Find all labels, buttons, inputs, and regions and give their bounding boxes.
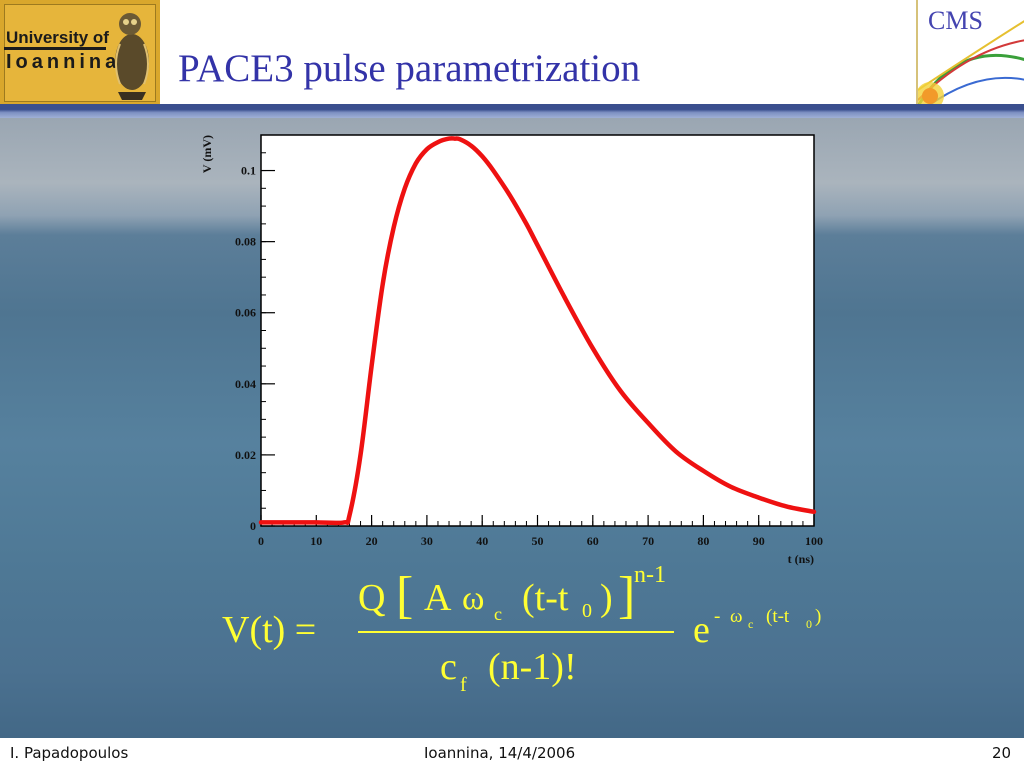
header-rule bbox=[0, 104, 1024, 118]
plot-area bbox=[260, 134, 815, 527]
x-tick-label: 30 bbox=[421, 534, 433, 548]
x-axis-label: t (ns) bbox=[788, 552, 814, 566]
logo-bar bbox=[4, 47, 106, 50]
footer-author: I. Papadopoulos bbox=[10, 744, 129, 762]
x-tick-label: 50 bbox=[532, 534, 544, 548]
footer-place-date: Ioannina, 14/4/2006 bbox=[424, 744, 576, 762]
slide-header: University of Ioannina PACE3 pulse param… bbox=[0, 0, 1024, 110]
slide-title: PACE3 pulse parametrization bbox=[178, 47, 641, 90]
owl-icon bbox=[115, 13, 149, 100]
y-tick-label: 0 bbox=[250, 519, 256, 533]
cms-logo: CMS bbox=[916, 0, 1024, 110]
x-tick-label: 70 bbox=[642, 534, 654, 548]
cms-text: CMS bbox=[928, 6, 983, 35]
x-tick-label: 10 bbox=[310, 534, 322, 548]
y-tick-label: 0.06 bbox=[235, 306, 256, 320]
y-axis: 0 0.02 0.04 0.06 0.08 0.1 bbox=[235, 134, 275, 533]
x-tick-label: 80 bbox=[697, 534, 709, 548]
x-tick-label: 20 bbox=[366, 534, 378, 548]
y-axis-label: V (mV) bbox=[200, 135, 214, 173]
logo-line2: Ioannina bbox=[6, 51, 121, 73]
y-tick-label: 0.02 bbox=[235, 448, 256, 462]
pulse-curve bbox=[258, 136, 817, 526]
y-tick-label: 0.1 bbox=[241, 164, 256, 178]
x-tick-label: 100 bbox=[805, 534, 823, 548]
x-tick-label: 90 bbox=[753, 534, 765, 548]
y-tick-label: 0.04 bbox=[235, 377, 256, 391]
cms-logo-graphic bbox=[916, 20, 1024, 110]
x-tick-label: 40 bbox=[476, 534, 488, 548]
footer-page-number: 20 bbox=[992, 744, 1012, 762]
university-logo: University of Ioannina bbox=[0, 0, 160, 106]
slide-footer: I. Papadopoulos Ioannina, 14/4/2006 20 bbox=[0, 738, 1024, 768]
x-axis: 0 10 20 30 40 50 60 70 80 90 100 bbox=[258, 515, 823, 548]
y-tick-label: 0.08 bbox=[235, 235, 256, 249]
logo-text: University of Ioannina bbox=[6, 26, 120, 74]
x-tick-label: 60 bbox=[587, 534, 599, 548]
logo-line1: University of bbox=[6, 28, 109, 47]
x-tick-label: 0 bbox=[258, 534, 264, 548]
series-layer bbox=[258, 136, 817, 526]
